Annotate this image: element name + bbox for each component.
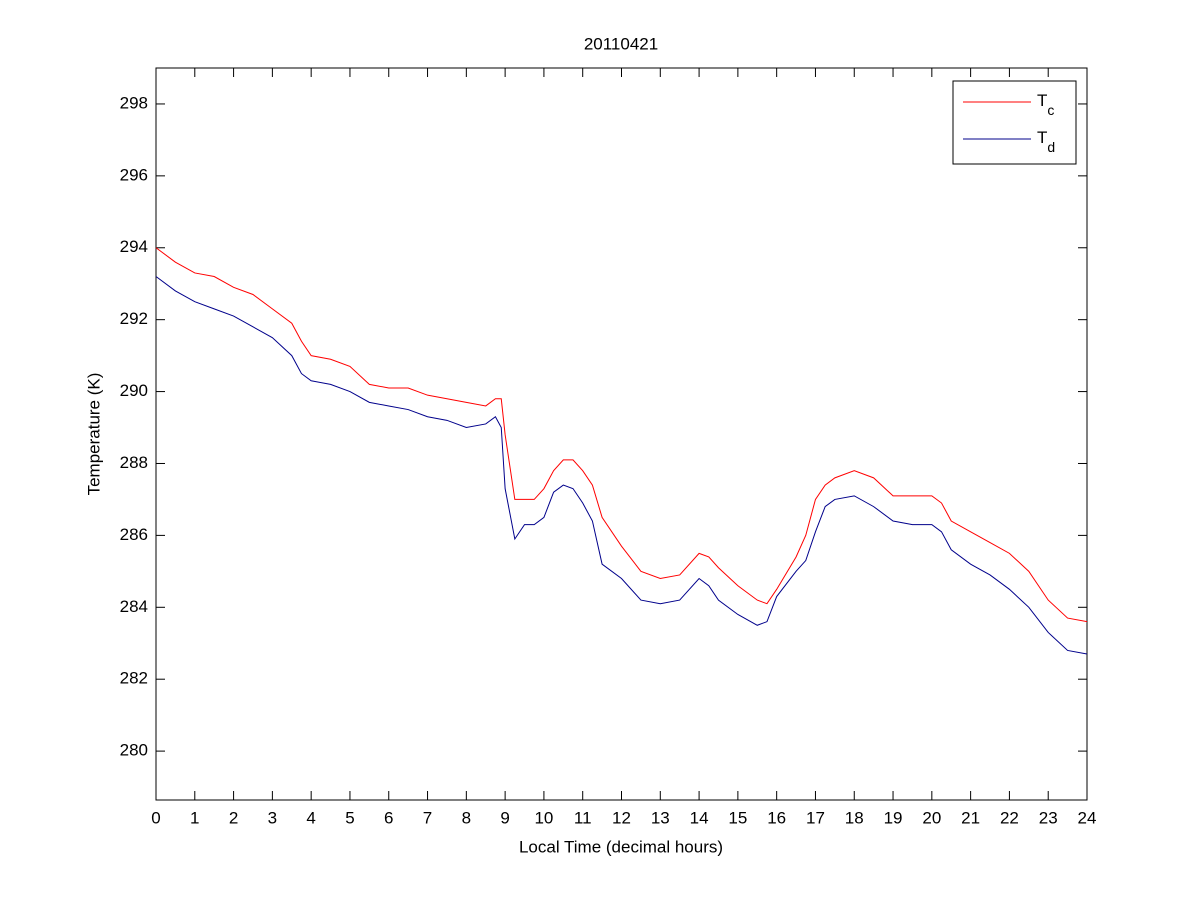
x-tick-label: 1 — [190, 808, 199, 827]
y-tick-label: 282 — [120, 669, 148, 688]
y-tick-label: 294 — [120, 237, 148, 256]
x-tick-label: 12 — [612, 808, 631, 827]
y-tick-label: 298 — [120, 93, 148, 112]
data-line — [155, 276, 1088, 655]
x-tick-label: 3 — [268, 808, 277, 827]
y-tick-label: 280 — [120, 741, 148, 760]
x-tick-label: 11 — [574, 808, 592, 827]
y-tick-label: 284 — [120, 597, 148, 616]
y-tick-label: 292 — [120, 309, 148, 328]
x-tick-label: 17 — [806, 808, 825, 827]
x-tick-label: 18 — [845, 808, 864, 827]
x-tick-label: 15 — [728, 808, 747, 827]
legend-label: Td — [1037, 128, 1055, 154]
y-tick-label: 296 — [120, 165, 148, 184]
x-tick-label: 8 — [462, 808, 471, 827]
chart-title: 20110421 — [584, 34, 658, 53]
data-line — [155, 247, 1088, 623]
y-tick-label: 286 — [120, 525, 148, 544]
x-tick-label: 22 — [1000, 808, 1019, 827]
x-tick-label: 9 — [500, 808, 509, 827]
plot-area — [155, 67, 1088, 801]
x-tick-label: 23 — [1039, 808, 1058, 827]
y-tick-label: 290 — [120, 381, 148, 400]
x-tick-label: 13 — [651, 808, 670, 827]
x-tick-label: 4 — [306, 808, 315, 827]
x-tick-label: 5 — [345, 808, 354, 827]
x-tick-label: 6 — [384, 808, 393, 827]
x-tick-label: 19 — [884, 808, 903, 827]
y-tick-label: 288 — [120, 453, 148, 472]
legend-box — [952, 80, 1077, 165]
x-tick-label: 10 — [534, 808, 553, 827]
x-tick-label: 16 — [767, 808, 786, 827]
x-tick-label: 20 — [922, 808, 941, 827]
x-tick-label: 21 — [961, 808, 980, 827]
x-tick-label: 2 — [229, 808, 238, 827]
x-tick-label: 14 — [690, 808, 709, 827]
y-axis-label: Temperature (K) — [84, 373, 103, 496]
legend-label: Tc — [1037, 91, 1054, 117]
x-tick-label: 24 — [1078, 808, 1097, 827]
x-tick-label: 0 — [151, 808, 160, 827]
x-axis-label: Local Time (decimal hours) — [519, 837, 723, 856]
x-tick-label: 7 — [423, 808, 432, 827]
